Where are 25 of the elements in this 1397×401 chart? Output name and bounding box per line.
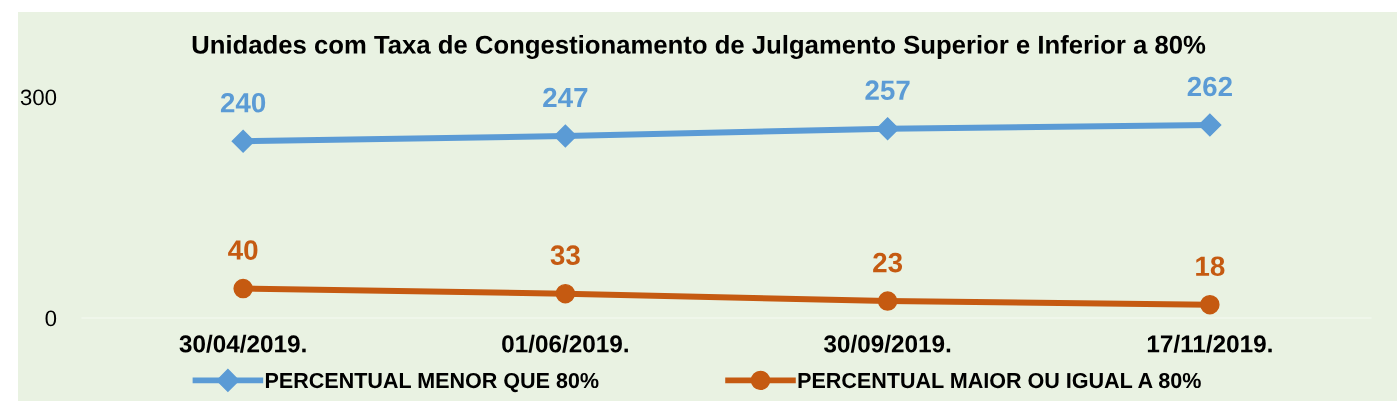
data-label: 23 <box>873 252 903 273</box>
legend-label: PERCENTUAL MENOR QUE 80% <box>265 372 599 393</box>
x-tick-label: 30/09/2019. <box>823 334 951 353</box>
point <box>1198 113 1222 137</box>
point <box>233 278 253 299</box>
y-tick-label: 0 <box>45 310 57 327</box>
data-label: 40 <box>228 240 258 260</box>
data-label: 33 <box>550 245 580 266</box>
point <box>876 117 900 141</box>
data-label: 257 <box>865 80 910 101</box>
point <box>231 129 255 153</box>
x-tick-label: 30/04/2019. <box>179 334 306 353</box>
chart-title: Unidades com Taxa de Congestionamento de Julgamento Superior e Inferior a 80% <box>192 34 1206 60</box>
y-tick-label: 300 <box>20 89 57 106</box>
point <box>555 283 576 304</box>
legend-label: PERCENTUAL MAIOR OU IGUAL A 80% <box>798 372 1201 389</box>
x-tick-label: 01/06/2019. <box>502 334 628 353</box>
x-tick-label: 17/11/2019. <box>1147 334 1272 353</box>
data-label: 18 <box>1196 256 1225 277</box>
data-label: 262 <box>1187 76 1232 97</box>
point <box>877 291 898 311</box>
data-label: 247 <box>543 87 588 108</box>
data-label: 240 <box>220 92 266 113</box>
point <box>1200 295 1220 315</box>
point <box>553 124 577 148</box>
